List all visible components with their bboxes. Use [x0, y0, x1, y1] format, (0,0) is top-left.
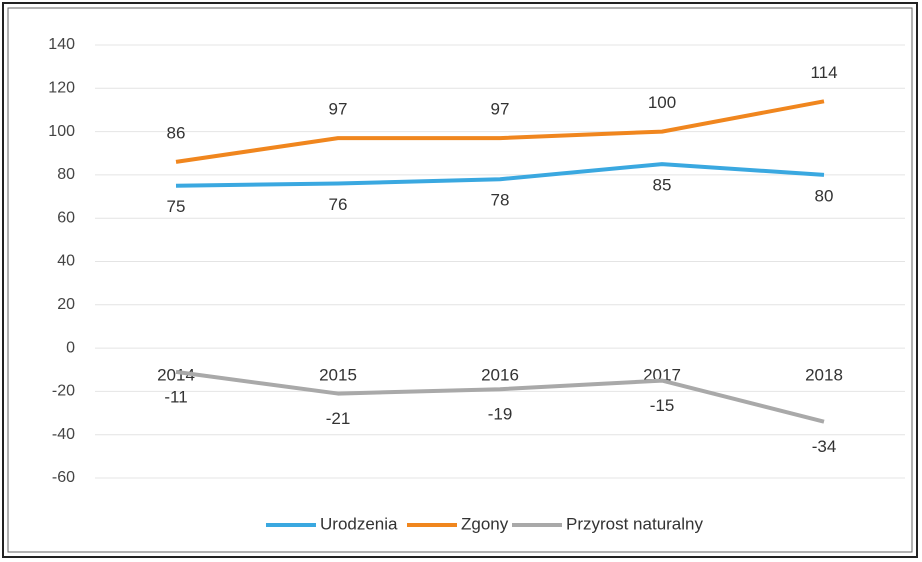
inner-frame [7, 7, 913, 553]
data-label: 76 [329, 195, 348, 214]
data-label: 78 [491, 191, 510, 210]
series-line [175, 99, 825, 164]
y-tick-label: -60 [52, 469, 75, 486]
data-label: 100 [648, 93, 676, 112]
data-label: 114 [810, 63, 837, 82]
y-tick-label: 20 [57, 296, 75, 313]
series-line [175, 369, 825, 424]
x-tick-label: 2018 [805, 366, 843, 385]
y-tick-label: 60 [57, 209, 75, 226]
series-line [175, 162, 825, 188]
data-label: -21 [326, 409, 351, 428]
data-label: 97 [491, 100, 510, 119]
x-tick-label: 2014 [157, 366, 195, 385]
data-label: -34 [812, 437, 837, 456]
data-label: 75 [167, 197, 186, 216]
data-label: 97 [329, 100, 348, 119]
y-tick-label: 100 [48, 123, 75, 140]
y-tick-label: 40 [57, 253, 75, 270]
y-tick-label: 120 [48, 80, 75, 97]
x-tick-label: 2015 [319, 366, 357, 385]
data-label: 85 [653, 176, 672, 195]
legend-label: Urodzenia [320, 514, 398, 533]
legend-label: Zgony [461, 514, 509, 533]
y-tick-label: -20 [52, 383, 75, 400]
data-label: -15 [650, 396, 675, 415]
y-tick-label: -40 [52, 426, 75, 443]
data-label: 86 [167, 123, 186, 142]
data-label: -11 [164, 387, 187, 406]
y-tick-label: 140 [48, 36, 75, 53]
legend-label: Przyrost naturalny [566, 514, 703, 533]
y-tick-label: 0 [66, 339, 75, 356]
data-label: -19 [488, 405, 513, 424]
data-label: 80 [815, 186, 834, 205]
x-tick-label: 2016 [481, 366, 519, 385]
y-tick-label: 80 [57, 166, 75, 183]
